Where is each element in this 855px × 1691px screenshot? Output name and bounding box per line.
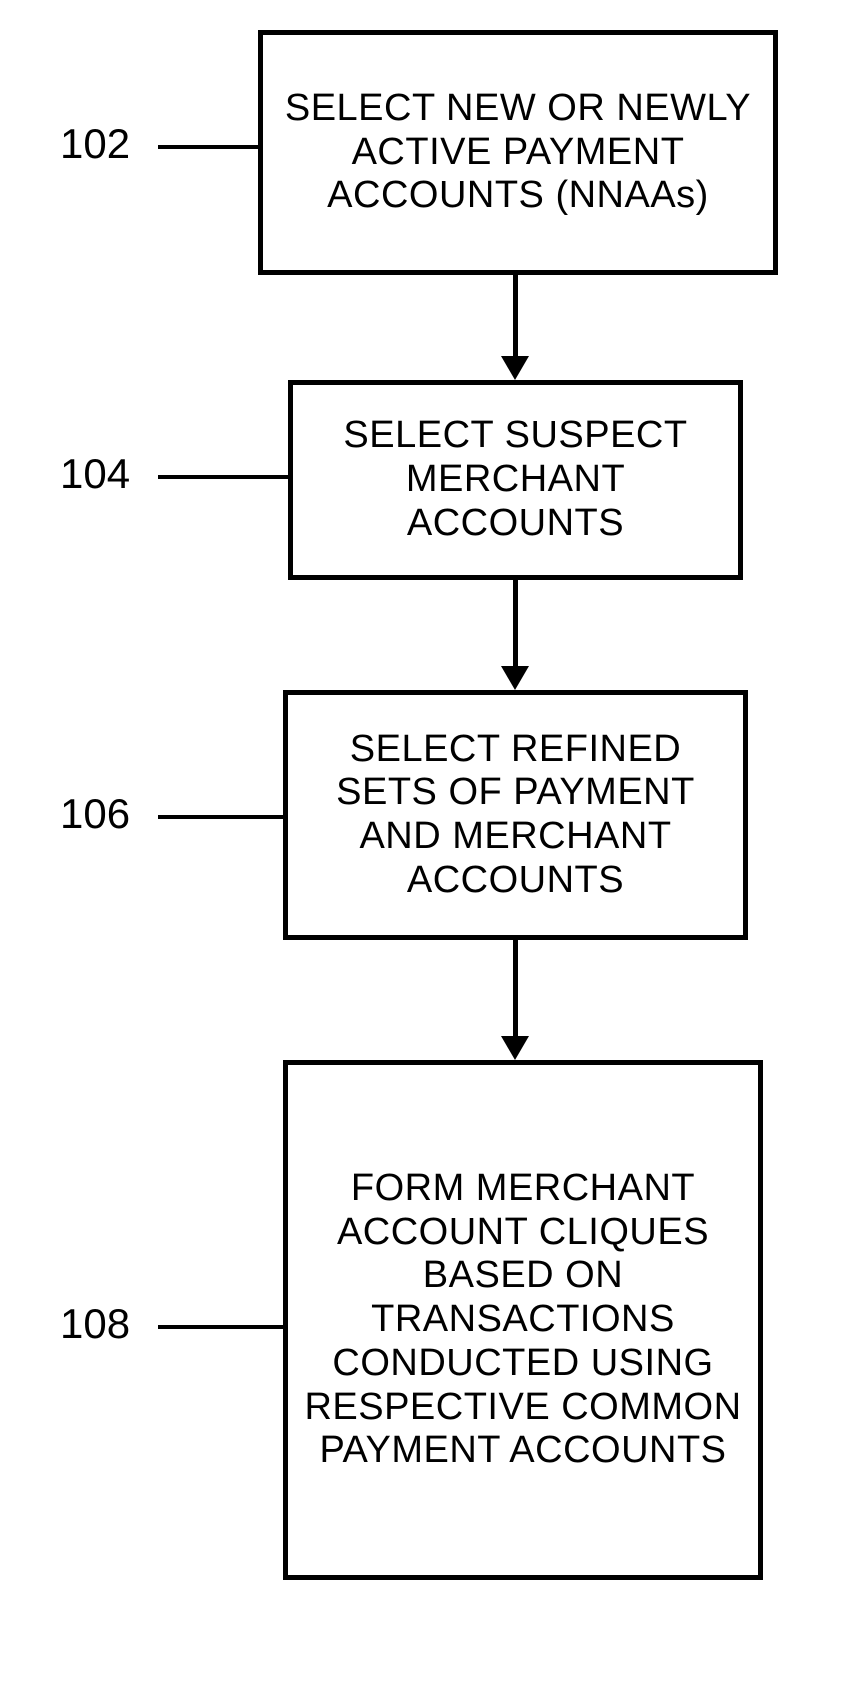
flow-label-108: 108 <box>60 1300 130 1348</box>
flow-label-connector-102 <box>158 145 258 149</box>
flow-node-4: FORM MERCHANT ACCOUNT CLIQUES BASED ON T… <box>283 1060 763 1580</box>
flow-node-1-text: SELECT NEW OR NEWLY ACTIVE PAYMENT ACCOU… <box>277 87 759 218</box>
flow-node-2: SELECT SUSPECT MERCHANT ACCOUNTS <box>288 380 743 580</box>
arrow-1-2-shaft <box>513 275 518 358</box>
flow-node-3-text: SELECT REFINED SETS OF PAYMENT AND MERCH… <box>302 728 729 903</box>
flow-label-connector-106 <box>158 815 283 819</box>
flow-label-connector-104 <box>158 475 288 479</box>
flow-node-3: SELECT REFINED SETS OF PAYMENT AND MERCH… <box>283 690 748 940</box>
flow-label-102: 102 <box>60 120 130 168</box>
flow-node-4-text: FORM MERCHANT ACCOUNT CLIQUES BASED ON T… <box>302 1167 744 1473</box>
arrow-2-3-shaft <box>513 580 518 668</box>
flow-label-connector-108 <box>158 1325 283 1329</box>
arrow-1-2-head <box>501 356 529 380</box>
flow-node-1: SELECT NEW OR NEWLY ACTIVE PAYMENT ACCOU… <box>258 30 778 275</box>
flow-label-106: 106 <box>60 790 130 838</box>
arrow-2-3-head <box>501 666 529 690</box>
flowchart-canvas: SELECT NEW OR NEWLY ACTIVE PAYMENT ACCOU… <box>0 0 855 1691</box>
arrow-3-4-shaft <box>513 940 518 1038</box>
arrow-3-4-head <box>501 1036 529 1060</box>
flow-label-104: 104 <box>60 450 130 498</box>
flow-node-2-text: SELECT SUSPECT MERCHANT ACCOUNTS <box>307 414 724 545</box>
